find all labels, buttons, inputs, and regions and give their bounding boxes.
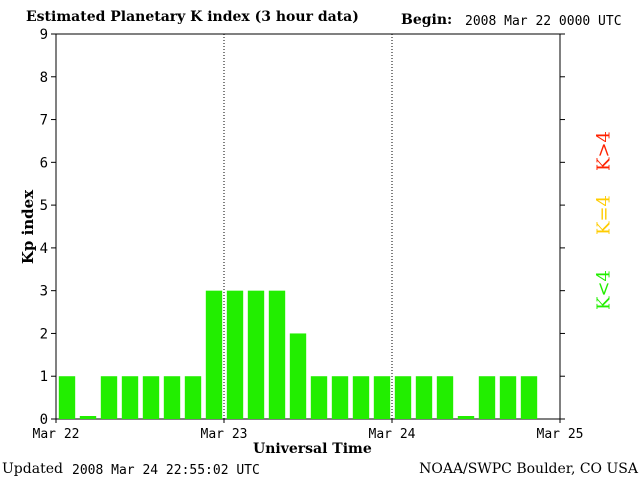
kp-bar xyxy=(268,290,286,419)
y-axis-label: Kp index xyxy=(19,189,37,265)
y-tick-label: 0 xyxy=(40,412,48,428)
y-tick-label: 1 xyxy=(40,369,48,385)
kp-bar xyxy=(58,376,76,419)
legend-k-less-4: K<4 xyxy=(593,270,615,310)
kp-bar xyxy=(121,376,139,419)
kp-bar xyxy=(100,376,118,419)
kp-bar xyxy=(457,416,475,419)
kp-bar xyxy=(394,376,412,419)
chart-title: Estimated Planetary K index (3 hour data… xyxy=(26,9,359,25)
x-tick-label: Mar 22 xyxy=(33,427,80,442)
kp-bar xyxy=(436,376,454,419)
legend-k-equal-4: K=4 xyxy=(593,195,615,235)
kp-bar xyxy=(184,376,202,419)
kp-bar xyxy=(352,376,370,419)
kp-bar xyxy=(310,376,328,419)
kp-bar xyxy=(331,376,349,419)
y-tick-label: 4 xyxy=(40,241,48,257)
x-axis-label: Universal Time xyxy=(253,441,372,457)
begin-label: Begin: xyxy=(401,12,453,28)
x-tick-label: Mar 24 xyxy=(369,427,416,442)
legend-k-greater-4: K>4 xyxy=(593,131,615,171)
kp-bar xyxy=(289,333,307,419)
kp-bar xyxy=(226,290,244,419)
kp-bar xyxy=(520,376,538,419)
credit-text: NOAA/SWPC Boulder, CO USA xyxy=(419,461,638,477)
y-tick-label: 3 xyxy=(40,284,48,300)
kp-bar xyxy=(79,416,97,419)
updated-label: Updated xyxy=(2,461,63,477)
begin-value: 2008 Mar 22 0000 UTC xyxy=(465,14,622,29)
kp-bar xyxy=(478,376,496,419)
y-tick-label: 9 xyxy=(40,27,48,43)
plot-frame xyxy=(55,33,561,420)
x-tick-label: Mar 25 xyxy=(537,427,584,442)
kp-bar xyxy=(499,376,517,419)
x-tick-label: Mar 23 xyxy=(201,427,248,442)
y-tick-label: 2 xyxy=(40,326,48,342)
kp-bar xyxy=(142,376,160,419)
y-tick-label: 6 xyxy=(40,155,48,171)
y-tick-label: 5 xyxy=(40,198,48,214)
kp-bar xyxy=(415,376,433,419)
y-tick-label: 8 xyxy=(40,70,48,86)
y-tick-label: 7 xyxy=(40,113,48,129)
kp-bar xyxy=(373,376,391,419)
kp-bar xyxy=(163,376,181,419)
kp-bar xyxy=(205,290,223,419)
kp-bar xyxy=(247,290,265,419)
updated-value: 2008 Mar 24 22:55:02 UTC xyxy=(72,463,260,478)
